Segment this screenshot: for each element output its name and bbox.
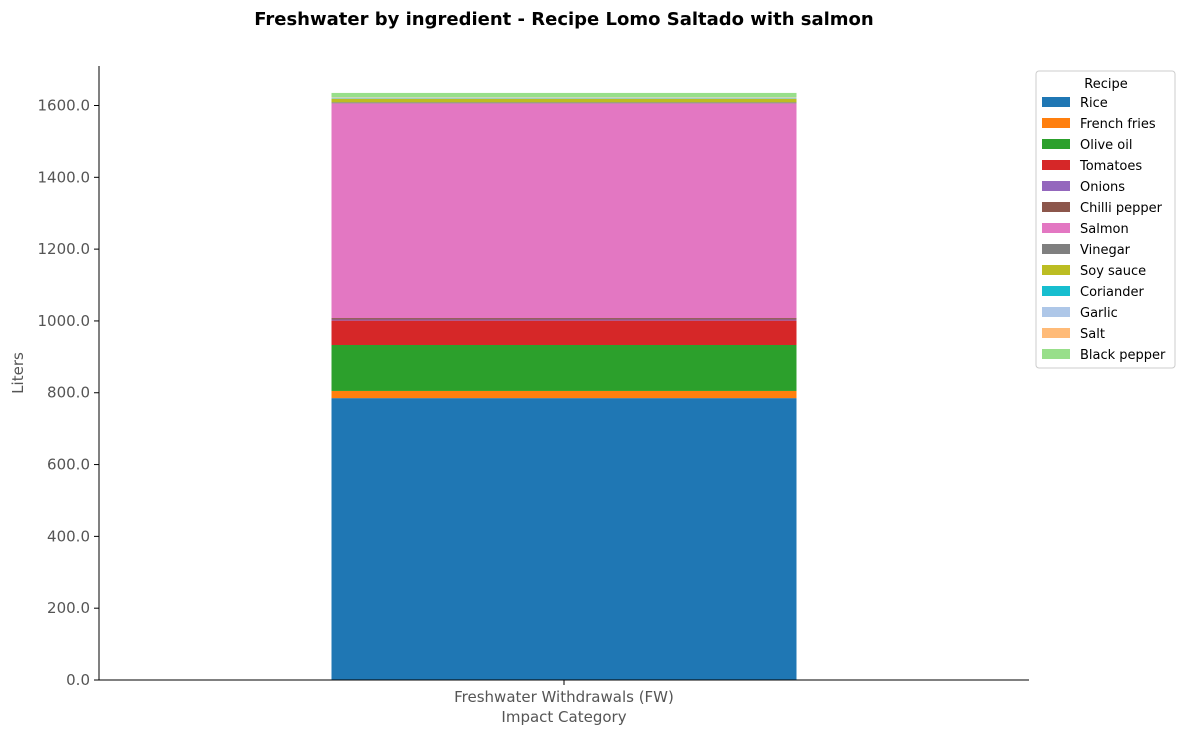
y-tick-label: 1400.0 (38, 168, 91, 186)
y-tick-label: 400.0 (47, 527, 90, 545)
legend-swatch (1042, 328, 1070, 338)
y-tick-label: 1000.0 (38, 312, 91, 330)
legend-swatch (1042, 307, 1070, 317)
legend-swatch (1042, 202, 1070, 212)
legend-swatch (1042, 349, 1070, 359)
legend-swatch (1042, 223, 1070, 233)
legend-frame (1035, 70, 1176, 369)
y-axis-ticks: 0.0 200.0 400.0 600.0 800.0 1000.0 1200.0 1400.… (38, 96, 99, 689)
y-tick-label: 800.0 (47, 384, 90, 402)
legend-swatch (1042, 97, 1070, 107)
x-axis-ticks: Freshwater Withdrawals (FW) (454, 680, 674, 706)
legend-label: Tomatoes (1079, 159, 1142, 174)
legend-label: Coriander (1080, 285, 1144, 300)
bar-segment-olive-oil (331, 344, 797, 391)
legend-swatch (1042, 118, 1070, 128)
legend-label: Olive oil (1080, 138, 1132, 153)
x-axis-label: Impact Category (501, 708, 626, 726)
legend-swatch (1042, 286, 1070, 296)
y-tick-label: 600.0 (47, 456, 90, 474)
legend-label: Chilli pepper (1080, 201, 1163, 216)
x-tick-label: Freshwater Withdrawals (FW) (454, 688, 674, 706)
legend-label: Soy sauce (1080, 264, 1146, 279)
bar-segment-soy-sauce (331, 98, 797, 103)
legend-swatch (1042, 181, 1070, 191)
bar-segment-garlic (331, 97, 797, 99)
y-tick-label: 0.0 (66, 671, 90, 689)
legend-label: Salt (1080, 327, 1105, 342)
y-tick-label: 1600.0 (38, 96, 91, 114)
bar-segment-vinegar (331, 102, 797, 104)
bar-segment-chilli-pepper (331, 318, 797, 320)
legend-swatch (1042, 139, 1070, 149)
legend-swatch (1042, 265, 1070, 275)
legend-label: Vinegar (1080, 243, 1131, 258)
bar-segment-tomatoes (331, 320, 797, 345)
bar-segment-black-pepper (331, 92, 797, 98)
y-tick-label: 200.0 (47, 599, 90, 617)
legend-swatch (1042, 160, 1070, 170)
legend-label: Onions (1080, 180, 1125, 195)
legend-label: Black pepper (1080, 348, 1166, 363)
legend-label: Salmon (1080, 222, 1129, 237)
legend-items: Rice French fries Olive oil Tomatoes Onions C… (1042, 96, 1166, 363)
bar-segment-rice (331, 398, 797, 680)
legend-title: Recipe (1084, 77, 1127, 92)
legend-label: Garlic (1080, 306, 1118, 321)
legend-label: Rice (1080, 96, 1108, 111)
legend-label: French fries (1080, 117, 1156, 132)
legend: Recipe Rice French fries Olive oil Tomatoes… (1035, 70, 1176, 369)
bar-segments (331, 92, 797, 680)
bar-segment-salmon (331, 103, 797, 319)
chart-title: Freshwater by ingredient - Recipe Lomo S… (254, 9, 874, 30)
legend-swatch (1042, 244, 1070, 254)
bar-segment-onions (331, 319, 797, 321)
y-tick-label: 1200.0 (38, 240, 91, 258)
y-axis-label: Liters (9, 352, 27, 394)
bar-segment-french-fries (331, 390, 797, 399)
